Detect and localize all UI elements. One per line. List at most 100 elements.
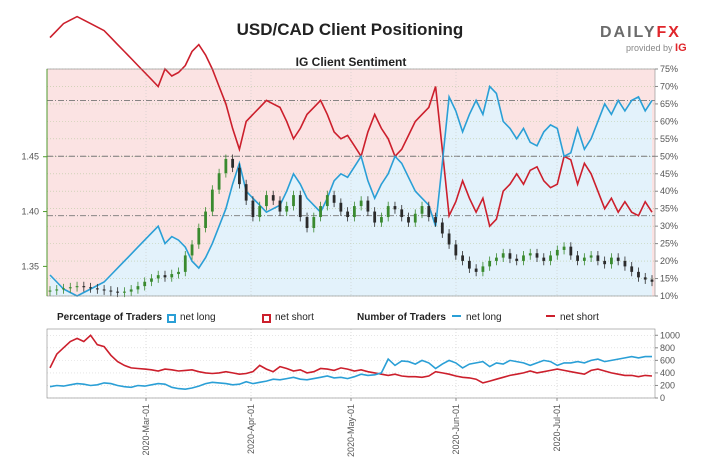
candle-body: [346, 211, 350, 218]
candle-body: [224, 158, 228, 174]
left-tick-label: 1.45: [21, 152, 39, 162]
right-tick-label: 35%: [660, 204, 678, 214]
candle-body: [95, 288, 99, 290]
candle-body: [244, 184, 248, 201]
logo-provided: provided by: [626, 43, 673, 53]
candle-body: [582, 257, 586, 261]
candle-body: [292, 195, 295, 207]
dailyfx-logo: DAILYFX provided by IG: [600, 24, 700, 56]
candle-body: [265, 195, 268, 207]
candle-body: [501, 253, 505, 258]
candle-body: [596, 255, 600, 261]
left-tick-label: 1.40: [21, 207, 39, 217]
pct-long-line: [49, 84, 653, 297]
x-tick-label: 2020-Mar-01: [141, 404, 151, 456]
candle-body: [555, 249, 559, 256]
logo-text-b: FX: [656, 24, 681, 41]
candle-body: [339, 202, 343, 212]
right-tick-label-lower: 600: [660, 355, 675, 365]
candle-body: [352, 206, 356, 218]
candle-body: [332, 195, 336, 203]
candle-body: [643, 277, 647, 280]
candle-body: [312, 217, 316, 229]
candle-body: [386, 206, 390, 218]
candle-body: [495, 257, 498, 261]
right-tick-label: 25%: [660, 239, 678, 249]
candle-body: [393, 206, 397, 210]
right-tick-label: 10%: [660, 291, 678, 301]
candle-body: [508, 253, 512, 259]
right-tick-label: 45%: [660, 169, 678, 179]
candle-body: [89, 287, 92, 289]
candle-body: [407, 217, 410, 223]
candle-body: [177, 271, 180, 275]
candle-body: [325, 195, 329, 207]
candle-body: [183, 255, 187, 272]
candle-body: [650, 279, 654, 282]
candle-body: [156, 275, 160, 279]
candle-body: [231, 158, 235, 168]
chart-title: USD/CAD Client Positioning: [236, 20, 464, 39]
right-tick-label: 75%: [660, 64, 678, 74]
candle-body: [488, 260, 492, 267]
x-tick-label: 2020-Jun-01: [451, 404, 461, 455]
candle-body: [210, 189, 214, 212]
candle-body: [237, 167, 241, 185]
candle-body: [569, 246, 573, 256]
legend-num-title: Number of Traders: [357, 312, 446, 323]
num-long-line: [49, 355, 652, 391]
candle-body: [204, 211, 207, 229]
right-tick-label-lower: 0: [660, 393, 665, 403]
candle-body: [75, 286, 79, 288]
candle-body: [461, 255, 465, 261]
candle-body: [589, 255, 593, 258]
candle-body: [251, 200, 255, 218]
candle-body: [562, 246, 566, 250]
right-tick-label: 50%: [660, 151, 678, 161]
right-tick-label-lower: 1000: [660, 330, 680, 340]
right-tick-label: 70%: [660, 81, 678, 91]
candle-body: [542, 257, 546, 261]
candle-body: [116, 291, 120, 293]
candle-body: [271, 195, 275, 201]
right-tick-label: 30%: [660, 221, 678, 231]
num-short-line: [49, 334, 653, 384]
candle-body: [576, 255, 579, 261]
candle-body: [109, 290, 113, 292]
candle-body: [143, 281, 147, 287]
candle-body: [217, 173, 221, 190]
right-tick-label: 55%: [660, 134, 678, 144]
candle-body: [55, 289, 59, 291]
candle-body: [170, 274, 174, 278]
candle-body: [610, 257, 613, 265]
candle-body: [413, 213, 417, 223]
legend-pct-short: net short: [262, 312, 314, 323]
candle-body: [528, 253, 532, 256]
chart-subtitle: IG Client Sentiment: [295, 55, 407, 69]
candle-body: [305, 217, 309, 229]
right-tick-label: 65%: [660, 99, 678, 109]
candle-body: [522, 255, 525, 261]
candle-body: [549, 255, 552, 261]
candle-body: [434, 217, 437, 223]
candle-body: [637, 271, 640, 278]
candle-body: [535, 253, 539, 258]
candle-body: [474, 268, 478, 272]
legend-num-long: net long: [452, 312, 502, 323]
candle-body: [258, 206, 262, 218]
candle-body: [515, 258, 519, 261]
candle-body: [102, 289, 106, 291]
candle-body: [319, 206, 322, 218]
candle-body: [380, 217, 383, 223]
candle-body: [62, 288, 65, 290]
candle-body: [630, 266, 634, 272]
candle-body: [285, 206, 289, 212]
candle-body: [623, 260, 627, 267]
right-tick-label: 60%: [660, 116, 678, 126]
candle-body: [359, 200, 363, 207]
candle-body: [454, 244, 458, 256]
x-tick-label: 2020-Jul-01: [552, 404, 562, 452]
candle-body: [427, 206, 431, 218]
right-tick-label: 20%: [660, 256, 678, 266]
candle-body: [82, 286, 86, 288]
